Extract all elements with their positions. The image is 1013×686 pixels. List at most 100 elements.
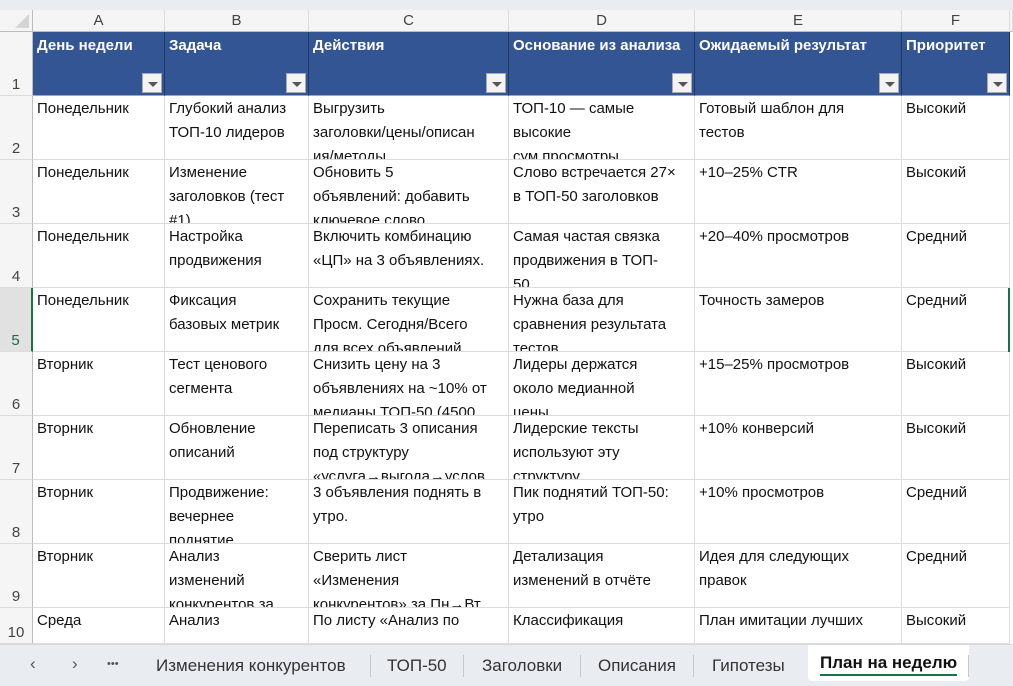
table-cell[interactable]: Высокий — [902, 416, 1010, 480]
table-cell[interactable]: Обновить 5 объявлений: добавить ключевое… — [309, 160, 509, 224]
table-header-cell: Ожидаемый результат — [695, 32, 902, 96]
table-cell[interactable]: Сохранить текущие Просм. Сегодня/Всего д… — [309, 288, 509, 352]
table-cell[interactable]: +10% конверсий — [695, 416, 902, 480]
tab-separator — [463, 655, 464, 677]
sheet-tab-active[interactable]: План на неделю — [808, 645, 970, 681]
filter-dropdown-icon[interactable] — [672, 73, 692, 93]
more-sheets-icon[interactable]: ••• — [107, 658, 119, 670]
sheet-tab[interactable]: Гипотезы — [712, 656, 785, 675]
table-cell[interactable]: Пик поднятий ТОП-50: утро — [509, 480, 695, 544]
filter-dropdown-icon[interactable] — [987, 73, 1007, 93]
column-header-e[interactable]: E — [695, 10, 902, 32]
table-cell[interactable]: Идея для следующих правок — [695, 544, 902, 608]
table-header-cell: Приоритет — [902, 32, 1010, 96]
row-header[interactable]: 4 — [0, 224, 33, 288]
table-cell[interactable]: Лидерские тексты используют эту структур… — [509, 416, 695, 480]
table-cell[interactable]: Слово встречается 27× в ТОП-50 заголовко… — [509, 160, 695, 224]
filter-dropdown-icon[interactable] — [486, 73, 506, 93]
table-cell[interactable]: Снизить цену на 3 объявлениях на ~10% от… — [309, 352, 509, 416]
table-cell[interactable]: Понедельник — [33, 224, 165, 288]
table-cell[interactable]: Лидеры держатся около медианной цены — [509, 352, 695, 416]
table-cell[interactable]: Переписать 3 описания под структуру «усл… — [309, 416, 509, 480]
table-cell[interactable]: Тест ценового сегмента — [165, 352, 309, 416]
table-cell[interactable]: Самая частая связка продвижения в ТОП- 5… — [509, 224, 695, 288]
sheet-tab[interactable]: Изменения конкурентов — [156, 656, 346, 675]
table-cell[interactable]: Классификация — [509, 608, 695, 644]
row-header[interactable]: 9 — [0, 544, 33, 608]
table-cell[interactable]: Настройка продвижения — [165, 224, 309, 288]
table-cell[interactable]: Среда — [33, 608, 165, 644]
table-cell[interactable]: Фиксация базовых метрик — [165, 288, 309, 352]
table-cell[interactable]: Нужна база для сравнения результата тест… — [509, 288, 695, 352]
row-number: 7 — [11, 460, 21, 477]
table-cell[interactable]: Анализ изменений конкурентов за — [165, 544, 309, 608]
table-header-cell: Задача — [165, 32, 309, 96]
table-cell[interactable]: Вторник — [33, 352, 165, 416]
table-cell[interactable]: +10% просмотров — [695, 480, 902, 544]
select-all-button[interactable] — [0, 10, 33, 32]
table-cell[interactable]: +20–40% просмотров — [695, 224, 902, 288]
row-header[interactable]: 5 — [0, 288, 33, 352]
table-cell[interactable]: Понедельник — [33, 160, 165, 224]
row-header[interactable]: 1 — [0, 32, 33, 96]
row-number: 10 — [7, 624, 25, 641]
table-cell[interactable]: Средний — [902, 288, 1010, 352]
row-header[interactable]: 10 — [0, 608, 33, 644]
tab-separator — [580, 655, 581, 677]
row-number: 8 — [11, 524, 21, 541]
table-cell[interactable]: Обновление описаний — [165, 416, 309, 480]
table-cell[interactable]: ТОП-10 — самые высокие сум.просмотры — [509, 96, 695, 160]
next-sheet-icon[interactable]: › — [72, 654, 78, 673]
table-cell[interactable]: Вторник — [33, 544, 165, 608]
table-cell[interactable]: 3 объявления поднять в утро. — [309, 480, 509, 544]
table-cell[interactable]: Понедельник — [33, 288, 165, 352]
table-cell[interactable]: Анализ — [165, 608, 309, 644]
table-cell[interactable]: Готовый шаблон для тестов — [695, 96, 902, 160]
row-header[interactable]: 7 — [0, 416, 33, 480]
table-cell[interactable]: Высокий — [902, 96, 1010, 160]
table-cell[interactable]: Глубокий анализ ТОП-10 лидеров — [165, 96, 309, 160]
table-cell[interactable]: Продвижение: вечернее поднятие — [165, 480, 309, 544]
table-cell[interactable]: План имитации лучших — [695, 608, 902, 644]
column-header-f[interactable]: F — [902, 10, 1010, 32]
table-cell[interactable]: Высокий — [902, 160, 1010, 224]
table-cell[interactable]: По листу «Анализ по — [309, 608, 509, 644]
filter-dropdown-icon[interactable] — [142, 73, 162, 93]
sheet-tab[interactable]: Описания — [598, 656, 676, 675]
table-cell[interactable]: Вторник — [33, 416, 165, 480]
table-cell[interactable]: Высокий — [902, 352, 1010, 416]
table-cell[interactable]: Средний — [902, 480, 1010, 544]
row-header[interactable]: 3 — [0, 160, 33, 224]
table-cell[interactable]: Сверить лист «Изменения конкурентов» за … — [309, 544, 509, 608]
filter-dropdown-icon[interactable] — [286, 73, 306, 93]
row-header[interactable]: 8 — [0, 480, 33, 544]
sheet-tab[interactable]: Заголовки — [482, 656, 563, 675]
table-cell[interactable]: Вторник — [33, 480, 165, 544]
table-cell[interactable]: Включить комбинацию «ЦП» на 3 объявления… — [309, 224, 509, 288]
table-cell[interactable]: Изменение заголовков (тест #1) — [165, 160, 309, 224]
sheet-tab[interactable]: ТОП-50 — [387, 656, 447, 675]
column-header-d[interactable]: D — [509, 10, 695, 32]
row-header[interactable]: 6 — [0, 352, 33, 416]
filter-dropdown-icon[interactable] — [879, 73, 899, 93]
row-header[interactable]: 2 — [0, 96, 33, 160]
table-header-cell: Основание из анализа — [509, 32, 695, 96]
table-cell[interactable]: Детализация изменений в отчёте — [509, 544, 695, 608]
row-number: 6 — [11, 396, 21, 413]
table-cell[interactable]: Средний — [902, 544, 1010, 608]
table-cell[interactable]: Средний — [902, 224, 1010, 288]
table-cell[interactable]: Понедельник — [33, 96, 165, 160]
table-cell[interactable]: +10–25% CTR — [695, 160, 902, 224]
column-header-a[interactable]: A — [33, 10, 165, 32]
prev-sheet-icon[interactable]: ‹ — [30, 654, 36, 673]
table-cell[interactable]: +15–25% просмотров — [695, 352, 902, 416]
table-header-cell: День недели — [33, 32, 165, 96]
table-cell[interactable]: Точность замеров — [695, 288, 902, 352]
row-number: 9 — [11, 588, 21, 605]
tab-separator — [370, 655, 371, 677]
header-label: Основание из анализа — [513, 37, 681, 54]
table-cell[interactable]: Выгрузить заголовки/цены/описан ия/метод… — [309, 96, 509, 160]
column-header-c[interactable]: C — [309, 10, 509, 32]
table-cell[interactable]: Высокий — [902, 608, 1010, 644]
column-header-b[interactable]: B — [165, 10, 309, 32]
